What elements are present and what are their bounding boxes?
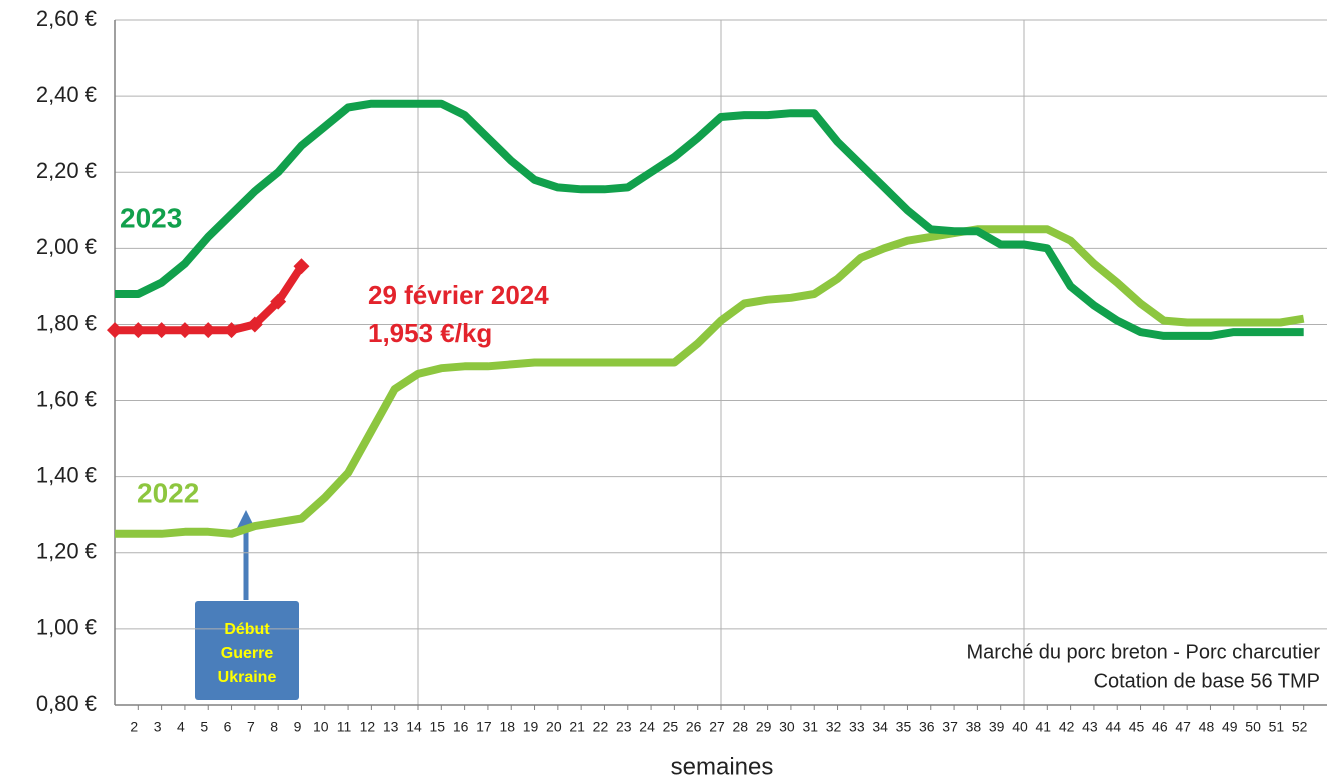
line-series [115,99,1304,340]
x-tick-label: 46 [1152,719,1168,735]
x-tick-label: 50 [1245,719,1261,735]
x-tick-label: 8 [270,719,278,735]
x-tick-label: 22 [593,719,609,735]
marker [246,316,263,333]
x-tick-label: 2 [130,719,138,735]
annotation: Début [224,621,270,638]
x-tick-label: 27 [709,719,725,735]
x-tick-label: 19 [523,719,539,735]
x-tick-label: 28 [733,719,749,735]
x-tick-label: 49 [1222,719,1238,735]
x-tick-label: 45 [1129,719,1145,735]
y-tick-label: 2,00 € [36,234,97,259]
x-tick-label: 29 [756,719,772,735]
x-tick-label: 3 [154,719,162,735]
x-tick-label: 36 [919,719,935,735]
x-tick-label: 13 [383,719,399,735]
x-tick-label: 31 [802,719,818,735]
x-tick-label: 30 [779,719,795,735]
marker [107,322,123,339]
y-tick-label: 2,20 € [36,158,97,183]
marker [176,322,193,339]
x-tick-label: 17 [476,719,492,735]
x-tick-label: 20 [546,719,562,735]
marker [153,322,170,339]
x-tick-label: 6 [224,719,232,735]
x-tick-label: 44 [1105,719,1121,735]
y-tick-label: 1,40 € [36,462,97,487]
x-tick-label: 38 [966,719,982,735]
marker [270,293,287,310]
x-tick-label: 26 [686,719,702,735]
x-tick-label: 48 [1199,719,1215,735]
annotation: Ukraine [218,669,277,686]
x-tick-label: 7 [247,719,255,735]
annotation: 1,953 €/kg [368,318,492,348]
x-tick-label: 12 [360,719,376,735]
x-tick-label: 32 [826,719,842,735]
y-tick-label: 0,80 € [36,691,97,716]
x-tick-label: 51 [1269,719,1285,735]
annotation: 29 février 2024 [368,280,549,310]
y-tick-label: 1,00 € [36,615,97,640]
x-tick-label: 40 [1012,719,1028,735]
x-tick-label: 41 [1036,719,1052,735]
annotation: Cotation de base 56 TMP [1094,670,1320,692]
x-tick-label: 23 [616,719,632,735]
x-tick-label: 43 [1082,719,1098,735]
x-tick-label: 39 [989,719,1005,735]
y-tick-label: 1,20 € [36,539,97,564]
marker [293,258,310,275]
annotation-box [195,601,299,700]
y-tick-label: 1,60 € [36,386,97,411]
x-tick-label: 24 [639,719,655,735]
annotation: 2022 [137,477,199,508]
marker [200,322,217,339]
x-tick-label: 4 [177,719,185,735]
x-tick-label: 10 [313,719,329,735]
x-tick-label: 37 [942,719,958,735]
x-tick-label: 15 [430,719,446,735]
x-tick-label: 16 [453,719,469,735]
line-series [115,264,305,335]
x-tick-label: 14 [406,719,422,735]
x-tick-label: 9 [294,719,302,735]
marker [223,322,240,339]
x-tick-label: 35 [896,719,912,735]
y-tick-label: 1,80 € [36,310,97,335]
x-tick-label: 52 [1292,719,1308,735]
x-tick-label: 25 [663,719,679,735]
x-tick-label: 21 [569,719,585,735]
x-tick-label: 34 [872,719,888,735]
x-tick-label: 33 [849,719,865,735]
x-axis-label: semaines [671,753,774,780]
x-tick-label: 5 [200,719,208,735]
x-tick-label: 47 [1175,719,1191,735]
line-series [115,225,1305,538]
y-tick-label: 2,60 € [36,6,97,31]
marker [130,322,147,339]
x-tick-label: 11 [337,719,352,735]
annotation: Marché du porc breton - Porc charcutier [967,641,1321,663]
x-tick-label: 42 [1059,719,1075,735]
annotation: Guerre [221,645,274,662]
x-tick-label: 18 [499,719,515,735]
annotation: 2023 [120,202,182,233]
y-tick-label: 2,40 € [36,82,97,107]
